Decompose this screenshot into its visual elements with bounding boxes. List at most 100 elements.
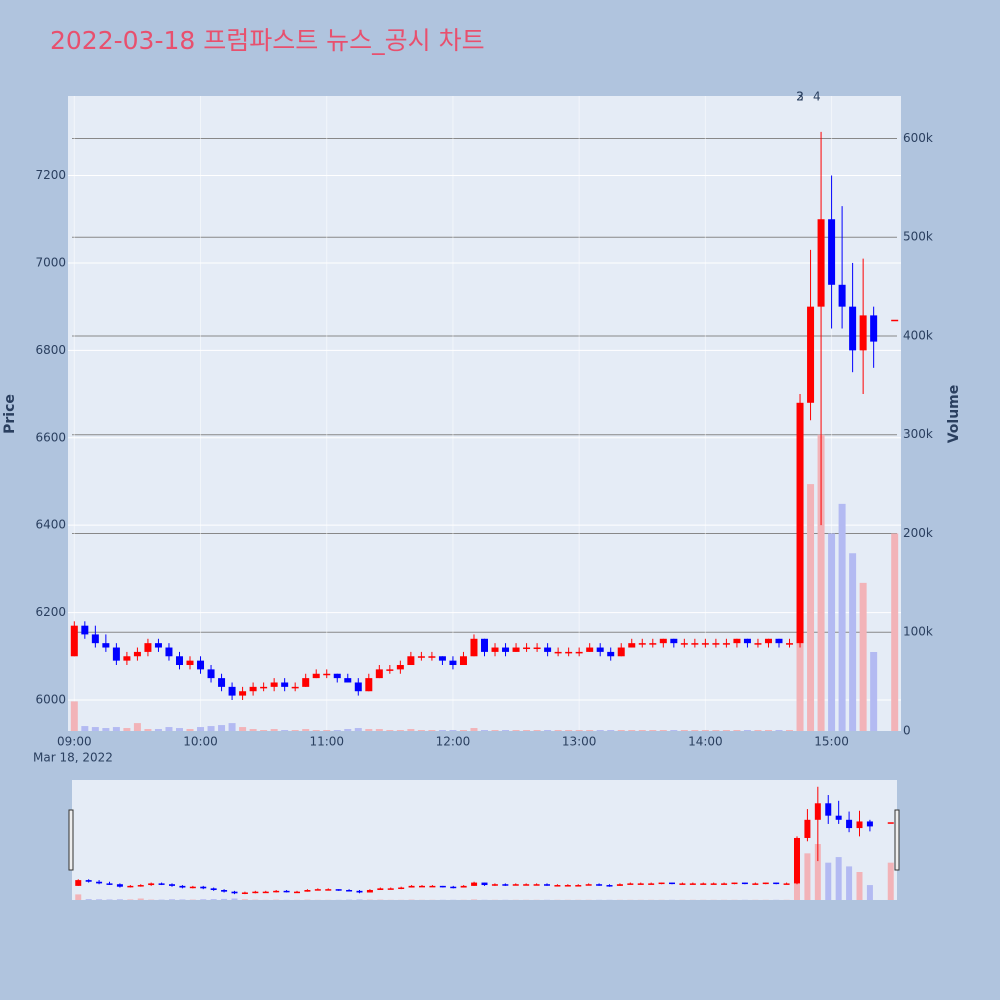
volume-bar (154, 729, 162, 731)
candle-body (849, 306, 857, 351)
candle-body (470, 638, 478, 657)
x-tick-label: 14:00 (688, 735, 723, 749)
volume-bar (221, 898, 228, 900)
candle-body (133, 651, 141, 657)
range-slider[interactable] (72, 780, 897, 900)
volume-bar (428, 730, 436, 731)
volume-bar (249, 729, 257, 731)
candle-body (502, 647, 510, 652)
plot-area (68, 96, 901, 731)
candle-body (596, 647, 604, 652)
candle-body (387, 888, 394, 890)
volume-bar (116, 899, 123, 900)
candle-body (249, 686, 257, 692)
candle-body (417, 656, 425, 658)
candle-body (210, 888, 217, 891)
volume-bar (638, 730, 646, 731)
y-tick-label: 7000 (35, 255, 66, 269)
candle-body (637, 883, 644, 885)
volume-bar (814, 844, 821, 900)
volume-bar (112, 727, 120, 731)
candle-body (396, 665, 404, 670)
volume-bar (333, 730, 341, 731)
candle-body (325, 889, 332, 891)
candle-body (459, 656, 467, 666)
volume-bar (470, 728, 478, 731)
volume-bar (754, 730, 762, 731)
volume-bar (807, 484, 815, 731)
candle-body (700, 883, 707, 885)
volume-bar (228, 723, 236, 731)
candle-body (179, 885, 186, 888)
volume-bar (891, 533, 899, 731)
candle-body (189, 886, 196, 889)
volume-bar (218, 725, 226, 731)
annotation: 3 (796, 90, 804, 104)
y-tick-label: 6200 (35, 605, 66, 619)
volume-bar (70, 701, 78, 731)
x-tick-label: 12:00 (436, 735, 471, 749)
y2-tick-label: 600k (903, 131, 933, 145)
candle-body (366, 890, 373, 893)
candle-body (689, 883, 696, 885)
volume-bar (586, 730, 594, 731)
candle-body (846, 819, 853, 829)
candle-body (419, 885, 425, 888)
candle-body (701, 643, 709, 645)
volume-bar (804, 853, 811, 900)
candle-body (137, 885, 144, 887)
candle-body (112, 647, 120, 661)
candle-body (169, 884, 175, 886)
candle-body (544, 884, 550, 886)
candle-body (262, 891, 269, 894)
volume-bar (481, 730, 488, 731)
candle-body (870, 315, 878, 342)
volume-bar (396, 730, 404, 731)
candle-body (335, 889, 342, 891)
candle-body (407, 656, 415, 666)
candle-body (102, 643, 110, 648)
candle-body (796, 402, 804, 644)
candle-body (252, 891, 259, 894)
volume-bar (887, 862, 894, 900)
candle-body (207, 669, 215, 679)
volume-bar (200, 899, 207, 900)
candle-body (585, 884, 592, 886)
candle-body (721, 883, 728, 885)
candle-body (197, 660, 205, 670)
candle-body (887, 822, 894, 824)
volume-bar (239, 727, 247, 731)
volume-bar (207, 726, 215, 731)
candle-body (512, 884, 519, 886)
candle-body (165, 647, 173, 657)
candle-body (835, 815, 842, 820)
slider-handle-left (68, 809, 74, 871)
candle-body (554, 885, 561, 887)
volume-bar (680, 730, 688, 731)
volume-bar (106, 899, 113, 900)
candle-body (512, 647, 520, 652)
annotation: 2 (796, 90, 804, 104)
volume-bar (701, 730, 709, 731)
volume-bar (165, 727, 173, 731)
volume-bar (743, 730, 751, 731)
candle-body (116, 884, 123, 887)
volume-bar (859, 582, 867, 731)
candle-body (786, 643, 794, 645)
volume-bar (866, 885, 873, 900)
candle-body (762, 882, 769, 885)
candle-body (333, 673, 341, 679)
volume-bar (870, 651, 878, 731)
candle-body (607, 651, 615, 657)
candle-body (680, 643, 688, 645)
volume-bar (260, 730, 268, 731)
y2-tick-label: 100k (903, 625, 933, 639)
candle-body (733, 638, 741, 644)
candle-body (471, 882, 478, 886)
candle-body (764, 638, 772, 644)
candle-body (814, 803, 821, 820)
volume-bar (417, 730, 425, 731)
volume-bar (85, 899, 92, 900)
candle-body (260, 686, 268, 689)
volume-bar (794, 877, 800, 900)
